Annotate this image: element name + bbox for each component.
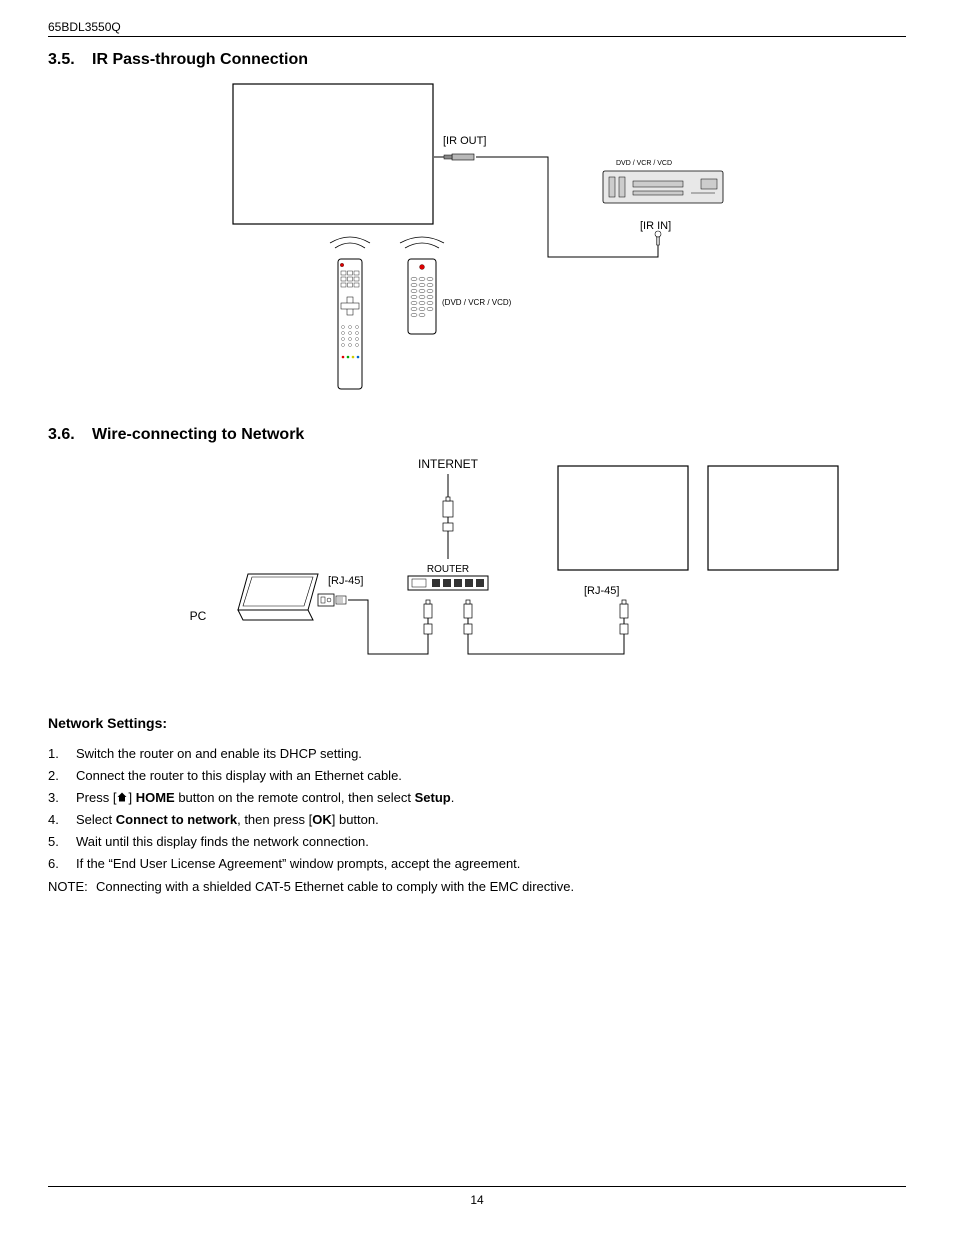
step-6-num: 6. — [48, 853, 76, 875]
internet-label: INTERNET — [418, 457, 479, 471]
ethernet-plug-icon — [443, 497, 453, 531]
step-4-num: 4. — [48, 809, 76, 831]
dvd-device-label: DVD / VCR / VCD — [616, 160, 672, 167]
page-header-model: 65BDL3550Q — [48, 20, 906, 37]
step-6: 6. If the “End User License Agreement” w… — [48, 853, 906, 875]
ethernet-plug-right-icon — [620, 600, 628, 634]
dvd-player-icon — [603, 171, 723, 203]
remote2-label: (DVD / VCR / VCD) — [442, 298, 512, 307]
section-36-heading: 3.6.Wire-connecting to Network — [48, 426, 906, 444]
step-1-text: Switch the router on and enable its DHCP… — [76, 743, 362, 765]
step-5-text: Wait until this display finds the networ… — [76, 831, 369, 853]
page-number: 14 — [470, 1193, 483, 1207]
step-3-num: 3. — [48, 787, 76, 809]
step-4: 4. Select Connect to network, then press… — [48, 809, 906, 831]
step-2: 2. Connect the router to this display wi… — [48, 765, 906, 787]
rj45-label-left: [RJ-45] — [328, 575, 363, 587]
ir-in-label: [IR IN] — [640, 220, 671, 232]
note-label: NOTE: — [48, 876, 96, 898]
note-text: Connecting with a shielded CAT-5 Etherne… — [96, 876, 574, 898]
section-36-number: 3.6. — [48, 426, 92, 444]
section-35-number: 3.5. — [48, 51, 92, 69]
router-label: ROUTER — [427, 564, 469, 575]
pc-label: PC — [190, 609, 207, 623]
ir-passthrough-diagram: [IR OUT] DVD / VCR / VCD [IR IN] — [48, 79, 906, 414]
router-icon — [408, 576, 488, 590]
step-6-text: If the “End User License Agreement” wind… — [76, 853, 520, 875]
network-settings-steps: 1. Switch the router on and enable its D… — [48, 743, 906, 876]
jack-plug-icon — [434, 154, 474, 160]
step-2-text: Connect the router to this display with … — [76, 765, 402, 787]
step-1-num: 1. — [48, 743, 76, 765]
step-3-text: Press [] HOME button on the remote contr… — [76, 787, 454, 809]
ethernet-plug-left-icon — [424, 600, 432, 634]
note-line: NOTE: Connecting with a shielded CAT-5 E… — [48, 876, 906, 898]
network-diagram: INTERNET ROUTER PC — [48, 454, 906, 679]
section-35-heading: 3.5.IR Pass-through Connection — [48, 51, 906, 69]
step-3: 3. Press [] HOME button on the remote co… — [48, 787, 906, 809]
network-settings-heading: Network Settings: — [48, 715, 906, 731]
rj45-label-right: [RJ-45] — [584, 585, 619, 597]
page-footer: 14 — [48, 1186, 906, 1207]
laptop-icon — [238, 574, 318, 620]
step-5: 5. Wait until this display finds the net… — [48, 831, 906, 853]
step-5-num: 5. — [48, 831, 76, 853]
rj45-port-left-icon — [318, 594, 346, 606]
section-36-title: Wire-connecting to Network — [92, 426, 304, 443]
step-2-num: 2. — [48, 765, 76, 787]
step-4-text: Select Connect to network, then press [O… — [76, 809, 379, 831]
jack-plug-vertical-icon — [655, 231, 661, 254]
ethernet-plug-mid-icon — [464, 600, 472, 634]
remote-control-2-icon — [400, 237, 444, 334]
ir-out-label: [IR OUT] — [443, 135, 486, 147]
home-icon — [116, 791, 128, 803]
section-35-title: IR Pass-through Connection — [92, 51, 308, 68]
remote-control-1-icon — [330, 237, 370, 389]
step-1: 1. Switch the router on and enable its D… — [48, 743, 906, 765]
